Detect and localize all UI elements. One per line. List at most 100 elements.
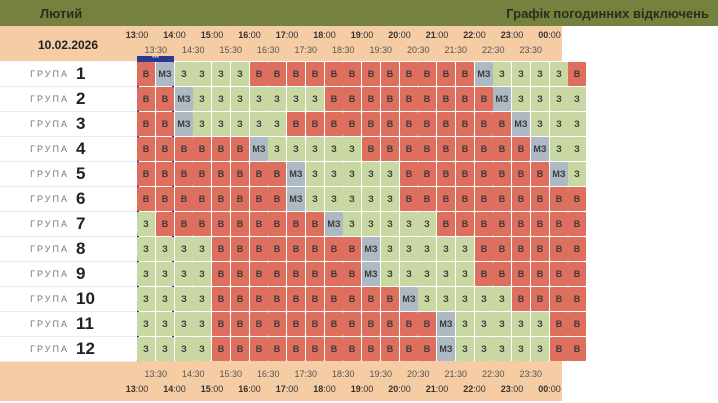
schedule-cell: З bbox=[437, 237, 455, 261]
schedule-cell: З bbox=[212, 87, 230, 111]
hour-label-bottom: 22:00 bbox=[461, 384, 489, 394]
schedule-cell: МЗ bbox=[175, 112, 193, 136]
schedule-cell: В bbox=[343, 262, 361, 286]
header-bar bbox=[0, 0, 718, 26]
hour-label-hour: 15 bbox=[200, 30, 211, 40]
group-label-10: ГРУПА 10 bbox=[0, 287, 136, 312]
schedule-cell: В bbox=[512, 262, 530, 286]
schedule-cell: В bbox=[418, 137, 436, 161]
schedule-cell: В bbox=[381, 137, 399, 161]
schedule-cell: В bbox=[193, 187, 211, 211]
hour-label-minutes: :00 bbox=[135, 384, 149, 394]
schedule-cell: В bbox=[287, 287, 305, 311]
schedule-cell: МЗ bbox=[437, 337, 455, 361]
hour-label-minutes: :00 bbox=[398, 384, 411, 394]
schedule-cell: В bbox=[231, 262, 249, 286]
half-hour-label-top: 15:30 bbox=[219, 45, 243, 55]
hour-label-minutes: :00 bbox=[323, 384, 336, 394]
schedule-cell: В bbox=[212, 262, 230, 286]
schedule-cell: З bbox=[568, 137, 586, 161]
schedule-cell: В bbox=[437, 62, 455, 86]
schedule-cell: В bbox=[325, 337, 343, 361]
hour-label-minutes: :00 bbox=[548, 384, 561, 394]
half-hour-label-bottom: 19:30 bbox=[369, 369, 393, 379]
schedule-cell: В bbox=[418, 337, 436, 361]
schedule-cell: В bbox=[306, 237, 324, 261]
schedule-cell: З bbox=[568, 162, 586, 186]
hour-label-top: 16:00 bbox=[236, 30, 264, 40]
schedule-cell: В bbox=[325, 262, 343, 286]
group-number: 10 bbox=[76, 289, 95, 308]
half-hour-label-bottom: 13:30 bbox=[144, 369, 168, 379]
schedule-cell: В bbox=[193, 162, 211, 186]
schedule-cell: З bbox=[531, 337, 549, 361]
group-number: 1 bbox=[76, 64, 86, 83]
group-label-6: ГРУПА 6 bbox=[0, 187, 136, 212]
schedule-cell: В bbox=[437, 212, 455, 236]
hour-label-minutes: :00 bbox=[323, 30, 336, 40]
schedule-cell: В bbox=[137, 62, 155, 86]
schedule-cell: З bbox=[175, 62, 193, 86]
schedule-cell: В bbox=[287, 337, 305, 361]
group-word: ГРУПА bbox=[30, 319, 69, 329]
schedule-cell: З bbox=[493, 287, 511, 311]
schedule-cell: В bbox=[212, 237, 230, 261]
schedule-cell: В bbox=[175, 187, 193, 211]
schedule-cell: МЗ bbox=[362, 262, 380, 286]
schedule-cell: В bbox=[475, 187, 493, 211]
schedule-cell: В bbox=[175, 212, 193, 236]
hour-label-minutes: :00 bbox=[210, 384, 224, 394]
half-hour-label-top: 16:30 bbox=[256, 45, 280, 55]
schedule-cell: В bbox=[400, 112, 418, 136]
half-hour-label-bottom: 15:30 bbox=[219, 369, 243, 379]
schedule-cell: З bbox=[493, 312, 511, 336]
schedule-cell: В bbox=[531, 262, 549, 286]
hour-label-bottom: 14:00 bbox=[161, 384, 189, 394]
schedule-cell: В bbox=[287, 62, 305, 86]
schedule-cell: В bbox=[362, 87, 380, 111]
schedule-cell: В bbox=[550, 337, 568, 361]
schedule-cell: В bbox=[231, 312, 249, 336]
schedule-cell: З bbox=[306, 187, 324, 211]
schedule-cell: В bbox=[568, 312, 586, 336]
hour-label-hour: 23 bbox=[500, 384, 511, 394]
hour-label-minutes: :00 bbox=[248, 384, 261, 394]
group-label-9: ГРУПА 9 bbox=[0, 262, 136, 287]
schedule-cell: З bbox=[231, 87, 249, 111]
schedule-cell: В bbox=[343, 337, 361, 361]
schedule-cell: З bbox=[400, 262, 418, 286]
hour-label-bottom: 18:00 bbox=[311, 384, 339, 394]
schedule-cell: З bbox=[287, 87, 305, 111]
hour-label-hour: 20 bbox=[388, 30, 399, 40]
schedule-cell: З bbox=[475, 337, 493, 361]
schedule-cell: В bbox=[212, 137, 230, 161]
schedule-cell: В bbox=[550, 187, 568, 211]
schedule-cell: В bbox=[437, 87, 455, 111]
schedule-cell: З bbox=[550, 87, 568, 111]
schedule-cell: В bbox=[268, 312, 286, 336]
schedule-cell: В bbox=[137, 187, 155, 211]
hour-label-hour: 21 bbox=[425, 30, 436, 40]
schedule-cell: В bbox=[512, 162, 530, 186]
group-word: ГРУПА bbox=[30, 294, 69, 304]
schedule-cell: З bbox=[250, 87, 268, 111]
group-number: 11 bbox=[76, 314, 94, 333]
hour-label-minutes: :00 bbox=[510, 384, 524, 394]
schedule-cell: В bbox=[268, 162, 286, 186]
schedule-cell: В bbox=[437, 137, 455, 161]
schedule-cell: В bbox=[325, 237, 343, 261]
schedule-cell: МЗ bbox=[325, 212, 343, 236]
schedule-cell: В bbox=[381, 337, 399, 361]
schedule-cell: В bbox=[381, 87, 399, 111]
schedule-cell: В bbox=[362, 287, 380, 311]
schedule-cell: В bbox=[306, 112, 324, 136]
schedule-cell: З bbox=[437, 262, 455, 286]
schedule-cell: В bbox=[287, 112, 305, 136]
schedule-cell: В bbox=[325, 112, 343, 136]
group-label-3: ГРУПА 3 bbox=[0, 112, 136, 137]
schedule-cell: В bbox=[231, 287, 249, 311]
schedule-cell: В bbox=[475, 262, 493, 286]
schedule-cell: В bbox=[531, 237, 549, 261]
half-hour-label-bottom: 23:30 bbox=[519, 369, 543, 379]
schedule-cell: З bbox=[193, 87, 211, 111]
